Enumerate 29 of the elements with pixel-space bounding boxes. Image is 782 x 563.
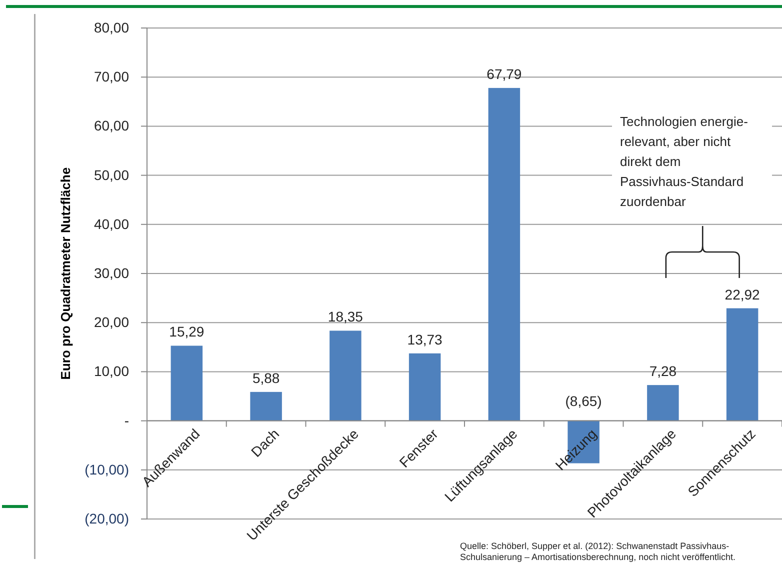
y-tick-label: (20,00) xyxy=(84,510,129,526)
y-tick-label: - xyxy=(124,412,130,428)
data-label: 22,92 xyxy=(724,286,760,302)
y-tick-label: 50,00 xyxy=(94,166,130,183)
data-label: 7,28 xyxy=(649,363,677,380)
bar xyxy=(330,330,362,421)
annotation: Technologien energie- relevant, aber nicht direkt dem Passivhaus-Standard zuordenbar xyxy=(620,114,748,209)
y-tick-label: 30,00 xyxy=(94,264,130,281)
data-label: 5,88 xyxy=(252,370,280,386)
bar xyxy=(408,353,441,421)
y-tick-label: 10,00 xyxy=(94,363,130,380)
source-note: Quelle: Schöberl, Supper et al. (2012): Schwanenstadt Passivhaus- Schulsanierung – Amortisationsberechnung, noch nicht veröffentlicht. xyxy=(460,541,736,562)
y-tick-label: 60,00 xyxy=(94,118,130,134)
data-label: 15,29 xyxy=(169,324,204,340)
bar xyxy=(250,392,282,421)
y-tick-label: 40,00 xyxy=(94,216,130,232)
data-label: 67,79 xyxy=(486,66,522,82)
y-tick-label: 70,00 xyxy=(94,68,130,85)
bar xyxy=(726,308,758,421)
bar xyxy=(488,88,520,421)
data-label: 18,35 xyxy=(328,308,364,325)
data-label: (8,65) xyxy=(565,392,602,409)
y-tick-label: 20,00 xyxy=(94,314,130,330)
y-axis-title: Euro pro Quadratmeter Nutzfläche xyxy=(58,167,73,380)
data-label: 13,73 xyxy=(407,331,443,348)
y-tick-label: (10,00) xyxy=(84,461,129,478)
bar xyxy=(647,385,679,421)
y-tick-label: 80,00 xyxy=(94,19,130,36)
bar xyxy=(170,346,203,421)
